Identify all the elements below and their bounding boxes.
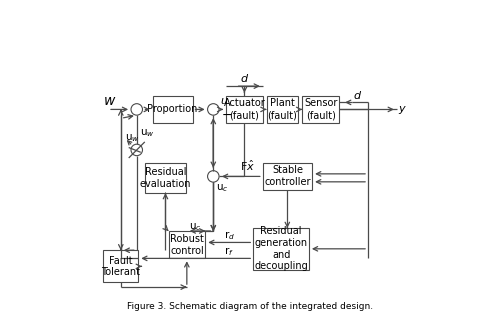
Bar bbox=[253, 228, 309, 270]
Bar bbox=[266, 96, 298, 123]
Text: r$_d$: r$_d$ bbox=[224, 230, 235, 242]
Text: d: d bbox=[241, 74, 248, 84]
Text: Residual
generation
and
decoupling: Residual generation and decoupling bbox=[254, 226, 308, 271]
Text: Actuator
(fault): Actuator (fault) bbox=[224, 99, 266, 120]
Text: $w$: $w$ bbox=[104, 94, 117, 108]
Text: u$_w$: u$_w$ bbox=[140, 127, 154, 139]
Bar bbox=[104, 250, 138, 282]
Text: Residual
evaluation: Residual evaluation bbox=[140, 167, 191, 189]
Text: Proportion: Proportion bbox=[148, 104, 198, 114]
Text: Stable
controller: Stable controller bbox=[264, 166, 310, 187]
Bar bbox=[263, 163, 312, 190]
Bar bbox=[152, 96, 192, 123]
Bar bbox=[144, 163, 186, 193]
Text: u$_c$: u$_c$ bbox=[216, 182, 228, 194]
Text: d: d bbox=[354, 91, 361, 101]
Text: u$_c$: u$_c$ bbox=[190, 221, 202, 233]
Text: r$_f$: r$_f$ bbox=[224, 246, 234, 258]
Text: $-$: $-$ bbox=[220, 108, 232, 121]
Text: F$\hat{x}$: F$\hat{x}$ bbox=[240, 159, 256, 173]
Text: Figure 3. Schematic diagram of the integrated design.: Figure 3. Schematic diagram of the integ… bbox=[127, 302, 373, 311]
Text: Sensor
(fault): Sensor (fault) bbox=[304, 99, 338, 120]
Text: y: y bbox=[398, 104, 405, 115]
Text: u$_w$: u$_w$ bbox=[125, 132, 140, 144]
Bar bbox=[168, 231, 205, 258]
Bar bbox=[302, 96, 339, 123]
Bar bbox=[226, 96, 263, 123]
Text: Plant
(fault): Plant (fault) bbox=[268, 99, 298, 120]
Text: u: u bbox=[220, 96, 228, 106]
Text: Fault
Tolerant: Fault Tolerant bbox=[102, 256, 140, 277]
Text: Robust
control: Robust control bbox=[170, 234, 204, 256]
